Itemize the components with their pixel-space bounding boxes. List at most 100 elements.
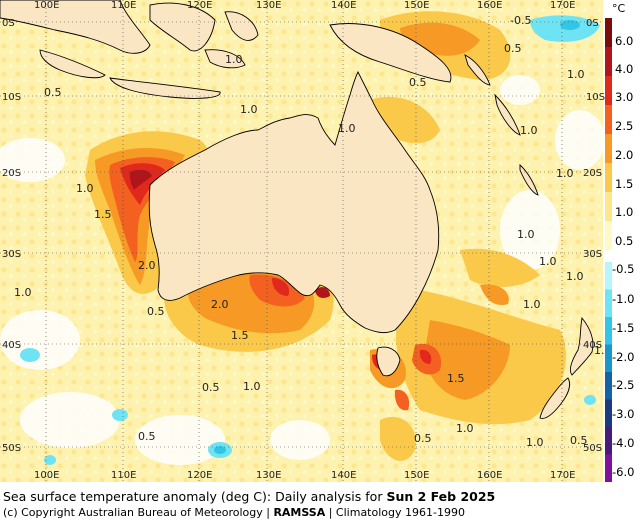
contour-label: 1.0 <box>76 182 94 195</box>
colorbar-swatch-cool <box>605 317 612 345</box>
contour-label: 1.0 <box>567 68 585 81</box>
contour-label: 1.5 <box>94 208 112 221</box>
contour-label: 1.0 <box>243 380 261 393</box>
colorbar-label: -3.0 <box>612 407 634 421</box>
lon-tick-label: 110E <box>111 470 136 481</box>
analysis-date: Sun 2 Feb 2025 <box>386 489 496 504</box>
lon-tick-label: 150E <box>404 0 429 11</box>
graticule <box>0 0 603 482</box>
contour-label: 1.0 <box>225 53 243 66</box>
contour-label: 1.0 <box>566 270 584 283</box>
lat-tick-label: 20S <box>583 168 602 179</box>
lon-tick-label: 140E <box>331 470 356 481</box>
lat-tick-label: 30S <box>583 249 602 260</box>
colorbar-swatch-warm <box>605 18 612 47</box>
contour-label: 1.5 <box>231 329 249 342</box>
colorbar-swatch-cool <box>605 427 612 455</box>
lon-tick-label: 140E <box>331 0 356 11</box>
colorbar-label: 1.0 <box>615 205 633 219</box>
colorbar-swatch-warm <box>605 163 612 192</box>
lat-tick-label: 50S <box>2 443 21 454</box>
lon-tick-label: 170E <box>550 470 575 481</box>
colorbar-swatch-cool <box>605 399 612 427</box>
lat-tick-label: 40S <box>2 340 21 351</box>
colorbar-label: -1.0 <box>612 292 634 306</box>
lat-tick-label: 10S <box>2 92 21 103</box>
sst-anomaly-map: 100E 110E 120E 130E 140E 150E 160E 170E … <box>0 0 634 482</box>
contour-label: 0.5 <box>138 430 156 443</box>
contour-label: 0.5 <box>504 42 522 55</box>
contour-label: 1.5 <box>447 372 465 385</box>
land-masses <box>0 0 594 419</box>
colorbar-swatch-cool <box>605 289 612 317</box>
ramssa-label: RAMSSA <box>273 506 326 519</box>
contour-label: 1.0 <box>539 255 557 268</box>
lon-tick-label: 130E <box>256 470 281 481</box>
contour-label: 1.0 <box>14 286 32 299</box>
colorbar-swatch-warm <box>605 192 612 221</box>
colorbar-label: 2.5 <box>615 119 633 133</box>
lon-tick-label: 150E <box>404 470 429 481</box>
contour-label: -0.5 <box>510 14 531 27</box>
lon-tick-label: 160E <box>477 470 502 481</box>
map-caption: Sea surface temperature anomaly (deg C):… <box>3 489 495 504</box>
contour-label: 1.0 <box>556 167 574 180</box>
colorbar-label: 0.5 <box>615 234 633 248</box>
lat-tick-label: 40S <box>583 340 602 351</box>
contour-label: 1.0 <box>523 298 541 311</box>
colorbar-swatch-warm <box>605 134 612 163</box>
colorbar-unit: °C <box>612 2 626 15</box>
contour-label: 1.0 <box>240 103 258 116</box>
colorbar-swatch-warm <box>605 105 612 134</box>
lon-tick-label: 120E <box>187 0 212 11</box>
colorbar-label: 2.0 <box>615 148 633 162</box>
colorbar-label: -2.0 <box>612 350 634 364</box>
colorbar-label: -0.5 <box>612 262 634 276</box>
copyright-text: (c) Copyright Australian Bureau of Meteo… <box>3 506 274 519</box>
contour-label: 0.5 <box>414 432 432 445</box>
colorbar-label: 4.0 <box>615 62 633 76</box>
colorbar-label: -2.5 <box>612 378 634 392</box>
colorbar-swatch-warm <box>605 76 612 105</box>
contour-label: 1.0 <box>517 228 535 241</box>
contour-label: 0.5 <box>570 434 588 447</box>
lon-tick-label: 170E <box>550 0 575 11</box>
lon-tick-label: 130E <box>256 0 281 11</box>
lon-tick-label: 160E <box>477 0 502 11</box>
ocean-anomaly-field <box>0 0 605 482</box>
contour-label: 0.5 <box>147 305 165 318</box>
contour-label: 0.5 <box>44 86 62 99</box>
lat-tick-label: 30S <box>2 249 21 260</box>
colorbar-swatch-cool <box>605 344 612 372</box>
lat-tick-label: 50S <box>583 443 602 454</box>
contour-label: 1.0 <box>338 122 356 135</box>
colorbar-label: -6.0 <box>612 465 634 479</box>
contour-label: 2.0 <box>211 298 229 311</box>
contour-label: 1.0 <box>520 124 538 137</box>
colorbar-label: 1.5 <box>615 177 633 191</box>
contour-label: 1.0 <box>456 422 474 435</box>
lon-tick-label: 100E <box>34 470 59 481</box>
colorbar: °C 6.0 4.0 3.0 2.5 2.0 1.5 1.0 0.5 -0.5 … <box>605 2 634 482</box>
copyright-line: (c) Copyright Australian Bureau of Meteo… <box>3 506 465 519</box>
contour-label: 0.5 <box>202 381 220 394</box>
contour-label: 1.0 <box>526 436 544 449</box>
colorbar-swatch-warm <box>605 221 612 250</box>
lon-tick-label: 110E <box>111 0 136 11</box>
contour-label: 0.5 <box>409 76 427 89</box>
lat-tick-label: 0S <box>586 18 599 29</box>
lon-tick-label: 100E <box>34 0 59 11</box>
lat-tick-label: 10S <box>586 92 605 103</box>
colorbar-swatch-cool <box>605 454 612 482</box>
lon-tick-label: 120E <box>187 470 212 481</box>
colorbar-swatch-cool <box>605 262 612 290</box>
colorbar-label: -4.0 <box>612 436 634 450</box>
climatology-text: | Climatology 1961-1990 <box>325 506 465 519</box>
colorbar-swatch-warm <box>605 47 612 76</box>
caption-text: Sea surface temperature anomaly (deg C):… <box>3 489 387 504</box>
colorbar-label: 3.0 <box>615 90 633 104</box>
contour-label: 2.0 <box>138 259 156 272</box>
lat-tick-label: 20S <box>2 168 21 179</box>
colorbar-label: -1.5 <box>612 321 634 335</box>
lat-tick-label: 0S <box>2 18 15 29</box>
